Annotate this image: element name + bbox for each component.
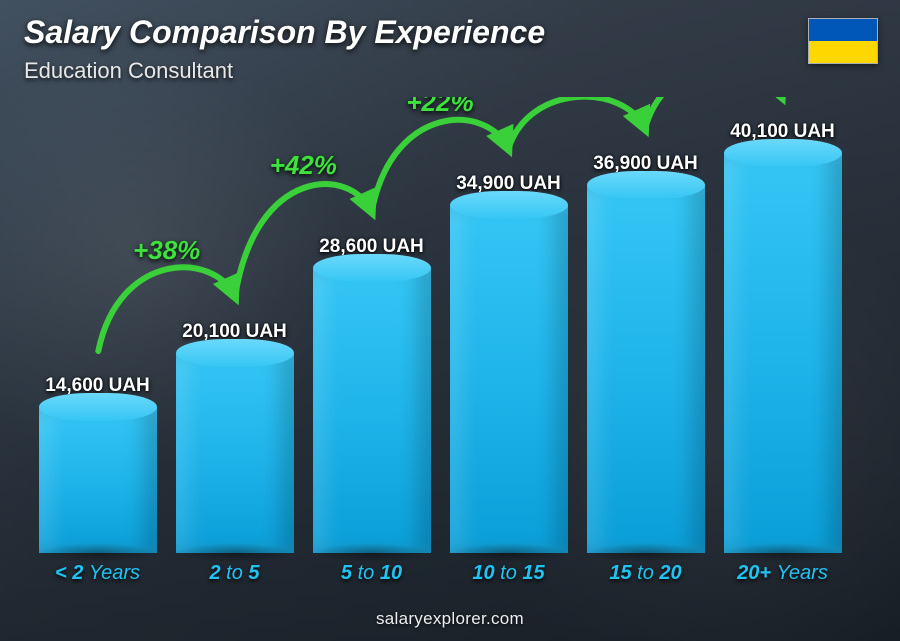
x-axis-label: 2 to 5 <box>175 562 294 585</box>
bar <box>313 268 431 553</box>
bar <box>450 205 568 553</box>
bar-column: 28,600 UAH <box>312 236 431 553</box>
x-axis-labels: < 2 Years 2 to 5 5 to 10 10 to 15 15 to 20 20… <box>30 562 850 585</box>
x-axis-label: 10 to 15 <box>449 562 568 585</box>
x-axis-label: 15 to 20 <box>586 562 705 585</box>
bar-column: 36,900 UAH <box>586 153 705 553</box>
bar-column: 34,900 UAH <box>449 173 568 553</box>
bar-column: 40,100 UAH <box>723 121 842 553</box>
bar-column: 14,600 UAH <box>38 375 157 553</box>
page-subtitle: Education Consultant <box>24 58 233 84</box>
ukraine-flag-icon <box>808 18 878 64</box>
bar <box>39 407 157 553</box>
bar <box>176 353 294 553</box>
flag-top-stripe <box>809 19 877 41</box>
footer-credit: salaryexplorer.com <box>0 609 900 629</box>
x-axis-label: < 2 Years <box>38 562 157 585</box>
bar-column: 20,100 UAH <box>175 321 294 553</box>
flag-bottom-stripe <box>809 41 877 63</box>
x-axis-label: 5 to 10 <box>312 562 431 585</box>
bar <box>724 153 842 553</box>
bars-container: 14,600 UAH20,100 UAH28,600 UAH34,900 UAH… <box>30 97 850 553</box>
infographic-root: Salary Comparison By Experience Educatio… <box>0 0 900 641</box>
bar <box>587 185 705 553</box>
page-title: Salary Comparison By Experience <box>24 14 545 51</box>
salary-bar-chart: 14,600 UAH20,100 UAH28,600 UAH34,900 UAH… <box>30 97 850 577</box>
x-axis-label: 20+ Years <box>723 562 842 585</box>
